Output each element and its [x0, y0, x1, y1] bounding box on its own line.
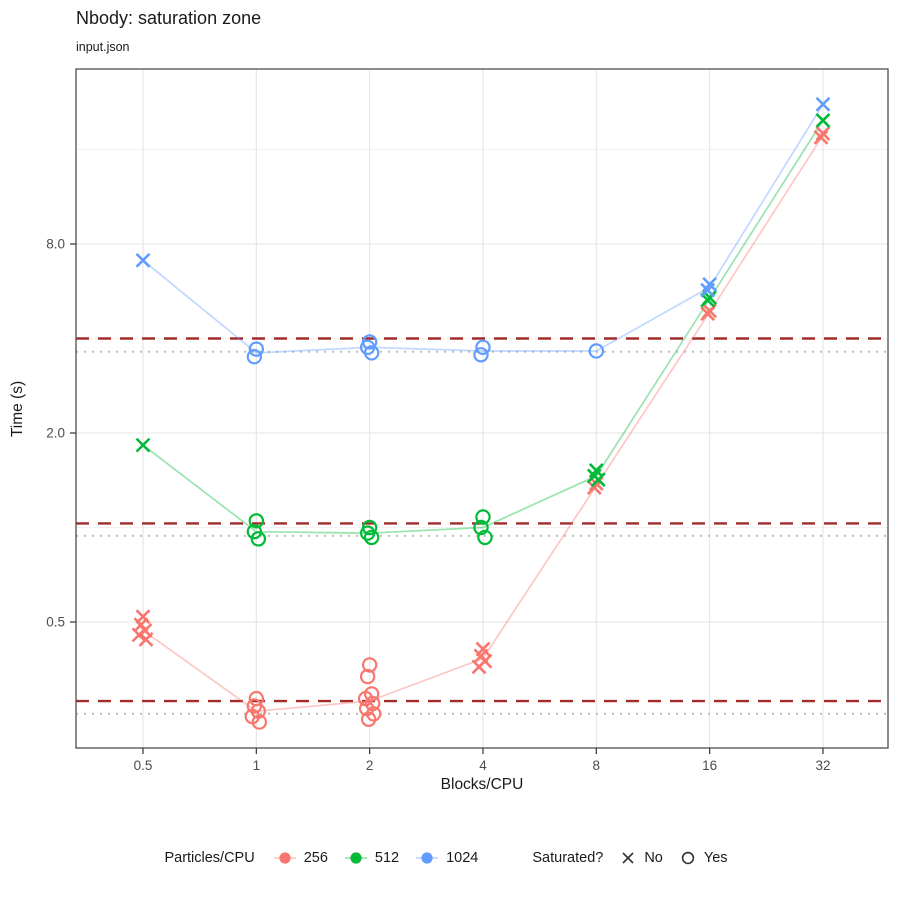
series-512-key-icon: [344, 852, 367, 864]
shape-legend-title: Saturated?: [532, 850, 604, 866]
circle-marker-icon: [681, 851, 695, 865]
y-axis-title: Time (s): [9, 380, 26, 438]
legend-label: No: [644, 850, 663, 866]
svg-text:8: 8: [593, 758, 601, 773]
legend-label: 256: [303, 850, 328, 866]
svg-text:0.5: 0.5: [46, 615, 65, 630]
legend-item-not-saturated: No: [619, 850, 663, 866]
svg-text:1: 1: [253, 758, 261, 773]
legend-item-saturated: Yes: [679, 850, 728, 866]
legend-item-series-256: 256: [273, 850, 328, 866]
svg-text:4: 4: [479, 758, 487, 773]
legend-item-series-512: 512: [344, 850, 399, 866]
legend-label: 1024: [446, 850, 479, 866]
svg-text:2: 2: [366, 758, 374, 773]
x-axis-title: Blocks/CPU: [440, 776, 524, 793]
color-legend-title: Particles/CPU: [164, 850, 255, 866]
svg-text:16: 16: [702, 758, 717, 773]
chart-subtitle: input.json: [76, 40, 130, 54]
svg-text:32: 32: [815, 758, 830, 773]
plot-panel: 0.5 1 2 4 8 16 32 0.5 2.0 8.0: [46, 68, 889, 773]
x-marker-icon: [622, 852, 634, 864]
svg-text:2.0: 2.0: [46, 426, 65, 441]
chart-title: Nbody: saturation zone: [76, 8, 262, 28]
series-1024-key-icon: [416, 852, 439, 864]
legend-item-series-1024: 1024: [415, 850, 478, 866]
legend-label: 512: [374, 850, 400, 866]
svg-text:0.5: 0.5: [134, 758, 153, 773]
series-256-key-icon: [273, 852, 296, 864]
legend-label: Yes: [703, 850, 728, 866]
legend: Particles/CPU 256 512 1024 Saturated?: [0, 840, 900, 876]
svg-text:8.0: 8.0: [46, 237, 65, 252]
